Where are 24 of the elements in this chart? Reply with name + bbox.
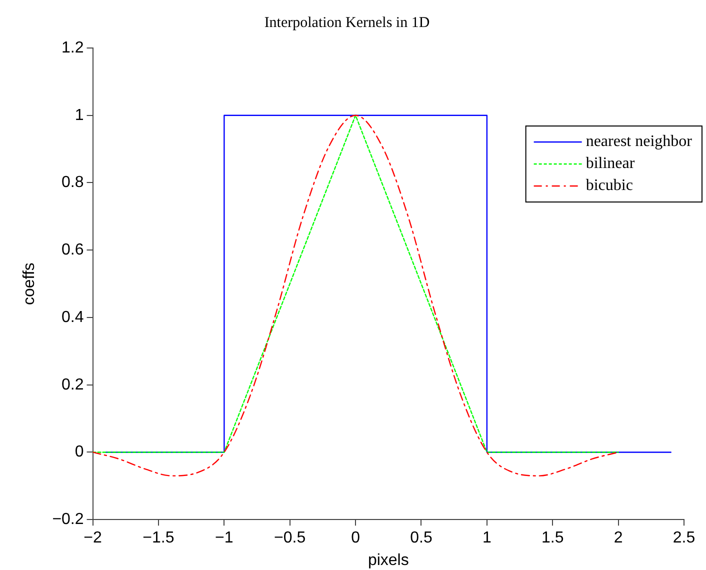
y-tick-label: −0.2 (52, 511, 84, 528)
y-axis-title: coeffs (21, 262, 38, 306)
y-tick-label: 0.6 (62, 242, 84, 259)
x-tick-label: 0 (351, 530, 360, 547)
legend-label: bilinear (586, 155, 636, 172)
y-tick-label: 1 (74, 106, 84, 124)
y-tick-label: 1.2 (62, 39, 84, 56)
x-tick-label: −2 (84, 530, 102, 547)
x-tick-label: 0.5 (410, 530, 432, 547)
x-tick-label: −1 (215, 530, 234, 547)
x-tick-label: 2.5 (672, 530, 696, 547)
x-axis-title: pixels (368, 552, 409, 569)
y-tick-label: 0 (74, 444, 84, 461)
y-tick-label: 0.2 (62, 376, 84, 394)
y-tick-label: 0.4 (62, 308, 84, 326)
x-tick-label: 2 (614, 530, 623, 547)
x-tick-label: 1 (482, 530, 492, 547)
y-tick-label: 0.8 (62, 174, 84, 192)
legend-label: bicubic (586, 177, 633, 194)
x-tick-label: −0.5 (274, 530, 306, 547)
x-tick-label: −1.5 (142, 530, 174, 547)
legend-label: nearest neighbor (586, 133, 693, 150)
chart-title: Interpolation Kernels in 1D (264, 14, 430, 31)
x-tick-label: 1.5 (541, 530, 564, 547)
